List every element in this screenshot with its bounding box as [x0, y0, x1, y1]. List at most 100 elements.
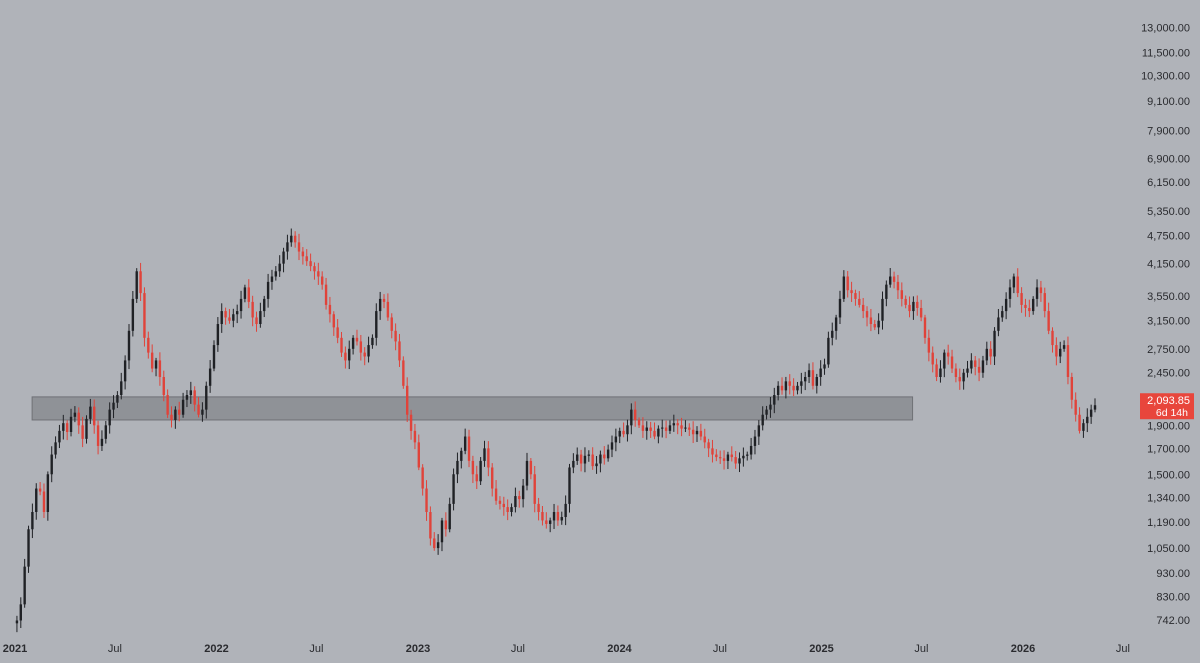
- candle-body: [35, 488, 38, 513]
- candle: [375, 303, 378, 346]
- candle: [846, 270, 849, 298]
- candle-body: [23, 566, 26, 605]
- candle-body: [943, 352, 946, 369]
- candle: [804, 371, 807, 391]
- candle: [1039, 280, 1043, 302]
- price-tick-label: 1,700.00: [1147, 443, 1190, 455]
- candle-body: [815, 376, 818, 386]
- candle: [463, 428, 467, 455]
- candle: [722, 450, 726, 470]
- candle-body: [320, 276, 324, 285]
- candle: [985, 341, 989, 366]
- candle-body: [552, 512, 556, 521]
- candle-body: [205, 385, 208, 410]
- candle-body: [440, 520, 444, 543]
- candle: [77, 407, 80, 434]
- candle-body: [904, 298, 907, 305]
- price-axis[interactable]: 13,000.00 11,500.00 10,300.00 9,100.00 7,900…: [1141, 22, 1190, 627]
- candle: [328, 296, 332, 323]
- candle-body: [695, 430, 699, 435]
- candle-body: [541, 512, 544, 521]
- candle: [730, 446, 733, 462]
- candle-body: [873, 324, 876, 328]
- price-tick-label: 5,350.00: [1147, 206, 1190, 218]
- time-axis[interactable]: 2021 Jul 2022 Jul 2023 Jul 2024 Jul 2025 Jul 2026 J…: [3, 643, 1130, 655]
- support-zone-rect: [31, 396, 914, 421]
- candle: [367, 336, 370, 363]
- candle: [993, 327, 996, 366]
- candle: [89, 398, 92, 424]
- candle: [15, 615, 19, 633]
- candle: [742, 447, 745, 467]
- candle-body: [865, 311, 869, 318]
- candle: [583, 447, 587, 473]
- candle: [622, 422, 625, 438]
- candle: [224, 307, 227, 325]
- price-tick-label: 1,190.00: [1147, 517, 1190, 529]
- candle-body: [301, 251, 305, 257]
- candle-body: [834, 317, 838, 331]
- candle: [320, 271, 324, 290]
- candle-body: [38, 488, 42, 492]
- candle-body: [765, 409, 768, 415]
- candle: [390, 313, 393, 339]
- candle-body: [877, 320, 880, 328]
- candle: [340, 331, 343, 357]
- candle: [796, 381, 799, 395]
- candle: [548, 517, 552, 533]
- candle-body: [46, 474, 50, 513]
- candle: [147, 331, 150, 359]
- candle-body: [50, 454, 53, 475]
- candle: [688, 423, 691, 436]
- candle-body: [181, 399, 185, 415]
- candle: [243, 284, 247, 303]
- candle: [127, 324, 131, 370]
- candle: [792, 378, 795, 397]
- price-tick-label: 11,500.00: [1142, 48, 1190, 60]
- candle-body: [738, 458, 741, 464]
- candle-body: [135, 271, 138, 299]
- candle: [699, 423, 703, 441]
- candle: [212, 340, 216, 372]
- candle-body: [1028, 307, 1031, 312]
- candle-body: [390, 317, 393, 331]
- candle-body: [668, 425, 672, 431]
- candle-body: [120, 381, 123, 396]
- candle-body: [139, 271, 142, 294]
- candle-body: [672, 423, 676, 426]
- candle-body: [1078, 414, 1081, 431]
- candle: [166, 389, 169, 419]
- candle-body: [336, 327, 339, 338]
- candle: [1043, 287, 1046, 318]
- candle: [255, 311, 258, 332]
- candle: [205, 381, 208, 419]
- candle-body: [703, 436, 706, 443]
- candle: [618, 427, 621, 444]
- candle: [251, 295, 254, 327]
- candle: [50, 446, 53, 483]
- candle-body: [1062, 345, 1066, 349]
- candle: [537, 497, 540, 521]
- candle-body: [197, 404, 200, 415]
- candle: [595, 455, 598, 474]
- candle-body: [699, 430, 703, 437]
- candle: [382, 294, 386, 309]
- candle-body: [622, 430, 625, 435]
- candle-body: [892, 276, 896, 282]
- candle-body: [282, 251, 285, 264]
- candle: [811, 362, 815, 390]
- candle: [545, 512, 548, 529]
- candle: [1028, 299, 1031, 318]
- candle: [630, 403, 633, 435]
- candle-body: [626, 425, 629, 435]
- candle-body: [417, 442, 420, 468]
- candle-body: [1035, 287, 1039, 299]
- candle: [460, 447, 463, 469]
- candle: [912, 296, 915, 320]
- last-price-value: 2,093.85: [1147, 395, 1190, 407]
- candle: [386, 293, 390, 321]
- candle-body: [123, 360, 127, 382]
- candle-body: [247, 287, 250, 302]
